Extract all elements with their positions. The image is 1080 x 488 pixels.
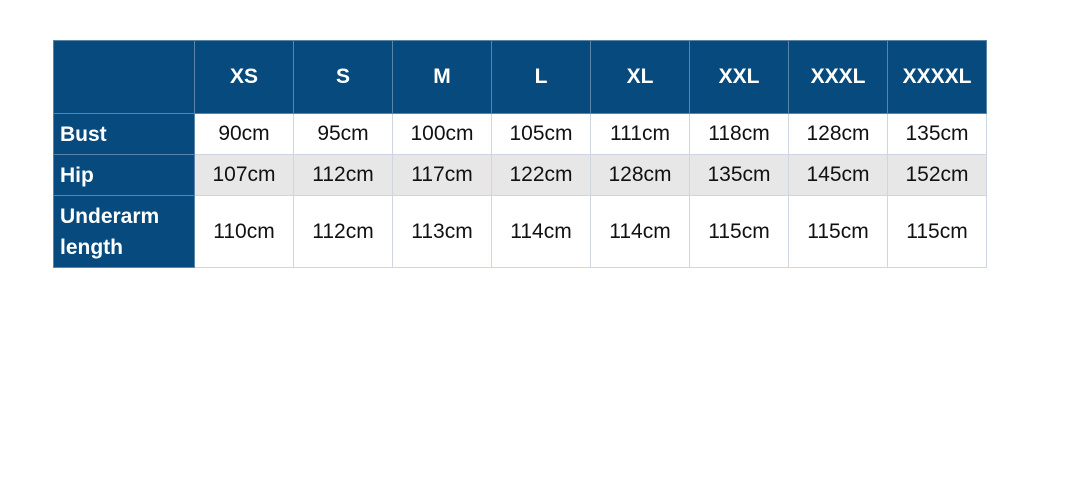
table-cell: 117cm — [392, 154, 492, 196]
size-chart-table: XS S M L XL XXL XXXL XXXXL Bust 90cm 95cm 100cm 105… — [53, 40, 987, 268]
table-cell: 100cm — [392, 113, 492, 155]
table-cell: 128cm — [788, 113, 888, 155]
column-header-xxxl: XXXL — [788, 40, 888, 114]
table-cell: 114cm — [491, 195, 591, 268]
table-row: Hip 107cm 112cm 117cm 122cm 128cm 135cm 145cm 15… — [53, 154, 987, 196]
table-cell: 115cm — [788, 195, 888, 268]
table-row: Bust 90cm 95cm 100cm 105cm 111cm 118cm 128cm 135… — [53, 113, 987, 155]
header-row: XS S M L XL XXL XXXL XXXXL — [53, 40, 987, 114]
table-cell: 95cm — [293, 113, 393, 155]
table-cell: 112cm — [293, 154, 393, 196]
table-cell: 135cm — [689, 154, 789, 196]
table-cell: 105cm — [491, 113, 591, 155]
table-cell: 90cm — [194, 113, 294, 155]
column-header-l: L — [491, 40, 591, 114]
column-header-xxl: XXL — [689, 40, 789, 114]
table-cell: 110cm — [194, 195, 294, 268]
table-row: Underarm length 110cm 112cm 113cm 114cm 114cm… — [53, 195, 987, 268]
column-header-s: S — [293, 40, 393, 114]
table-cell: 128cm — [590, 154, 690, 196]
column-header-xs: XS — [194, 40, 294, 114]
table-cell: 115cm — [689, 195, 789, 268]
corner-cell — [53, 40, 195, 114]
column-header-xl: XL — [590, 40, 690, 114]
table-cell: 113cm — [392, 195, 492, 268]
row-label: Underarm length — [53, 195, 195, 268]
table-cell: 122cm — [491, 154, 591, 196]
row-label: Bust — [53, 113, 195, 155]
column-header-xxxxl: XXXXL — [887, 40, 987, 114]
table-cell: 112cm — [293, 195, 393, 268]
table-cell: 107cm — [194, 154, 294, 196]
row-label: Hip — [53, 154, 195, 196]
table-cell: 135cm — [887, 113, 987, 155]
table-cell: 118cm — [689, 113, 789, 155]
table-cell: 114cm — [590, 195, 690, 268]
table-cell: 152cm — [887, 154, 987, 196]
table-cell: 111cm — [590, 113, 690, 155]
table-cell: 115cm — [887, 195, 987, 268]
table-cell: 145cm — [788, 154, 888, 196]
column-header-m: M — [392, 40, 492, 114]
